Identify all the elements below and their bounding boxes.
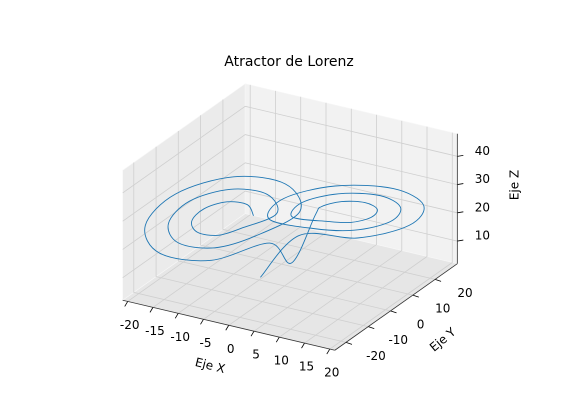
- z-tick-label: 40: [475, 144, 490, 158]
- z-tick-label: 10: [475, 229, 490, 243]
- x-tick-label: -10: [170, 330, 190, 344]
- grid-line: [122, 190, 458, 279]
- x-tick-label: 15: [299, 360, 314, 374]
- z-axis-label: Eje Z: [508, 170, 522, 200]
- y-tick-label: 10: [435, 302, 450, 316]
- axis-line: [122, 299, 335, 351]
- grid-line: [304, 126, 428, 344]
- y-axis-label: Eje Y: [427, 324, 459, 354]
- x-tick-label: 10: [274, 354, 289, 368]
- tick-mark: [174, 313, 179, 319]
- tick-mark: [345, 341, 353, 345]
- tick-mark: [390, 310, 397, 314]
- grid-line: [222, 99, 436, 280]
- grid-line: [177, 131, 391, 312]
- grid-line: [279, 120, 403, 338]
- tick-mark: [457, 211, 464, 214]
- grid-line: [122, 162, 458, 250]
- tick-mark: [275, 336, 280, 343]
- grid-line: [127, 84, 251, 302]
- grid-line: [200, 115, 413, 296]
- tick-mark: [124, 301, 129, 307]
- chart-title: Atractor de Lorenz: [224, 54, 353, 70]
- axis-line: [334, 263, 458, 351]
- tick-mark: [457, 154, 464, 157]
- grid-line: [152, 90, 276, 308]
- tick-mark: [434, 279, 442, 282]
- y-tick-label: -10: [388, 333, 408, 347]
- y-tick-label: 0: [417, 317, 425, 331]
- x-tick-label: 0: [227, 342, 235, 356]
- grid-line: [155, 146, 369, 327]
- grid-line: [253, 114, 377, 332]
- tick-mark: [326, 348, 331, 355]
- x-tick-label: 20: [324, 366, 339, 380]
- z-tick-label: 30: [475, 172, 490, 186]
- grid-line: [133, 162, 347, 343]
- tick-mark: [368, 326, 375, 330]
- grid-line: [228, 108, 352, 326]
- x-tick-label: 5: [252, 348, 260, 362]
- y-tick-label: -20: [366, 349, 386, 363]
- tick-mark: [457, 239, 464, 242]
- tick-mark: [412, 294, 419, 298]
- tick-mark: [149, 307, 154, 313]
- grid-line: [122, 134, 458, 222]
- x-axis-label: Eje X: [194, 355, 227, 376]
- grid-line: [329, 132, 453, 350]
- x-tick-label: -5: [200, 336, 212, 350]
- z-tick-label: 20: [475, 200, 490, 214]
- trajectory-line: [144, 175, 425, 278]
- tick-mark: [200, 319, 204, 325]
- tick-mark: [250, 330, 255, 337]
- grid-line: [122, 105, 458, 194]
- x-tick-label: -15: [145, 324, 165, 338]
- tick-mark: [301, 342, 305, 349]
- tick-mark: [457, 183, 464, 185]
- x-tick-label: -20: [120, 318, 140, 332]
- tick-mark: [225, 325, 230, 331]
- grid-line: [203, 102, 327, 320]
- y-tick-label: 20: [457, 286, 472, 300]
